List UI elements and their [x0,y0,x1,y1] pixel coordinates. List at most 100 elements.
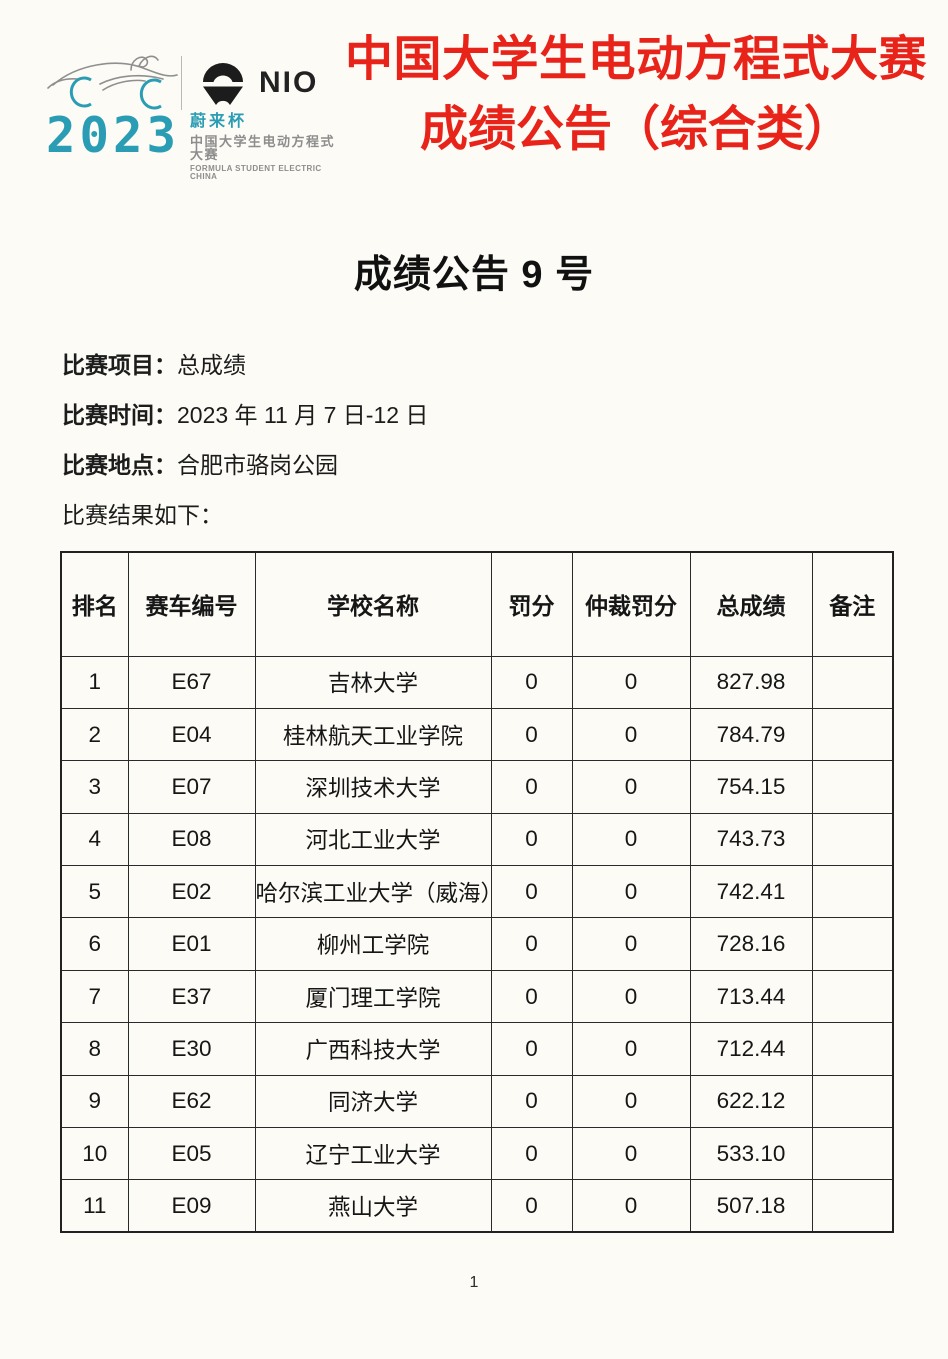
table-cell: E67 [127,655,256,709]
table-cell: 533.10 [689,1127,813,1181]
logo-series-cn: 中国大学生电动方程式大赛 [190,134,336,162]
table-cell: 0 [571,1127,691,1181]
table-cell: 4 [60,812,129,867]
table-cell: 728.16 [689,917,813,971]
table-cell: 0 [490,1022,573,1076]
document-title-line2: 成绩公告（综合类） [419,103,852,156]
event-logo-block: NIO 2023 蔚来杯 中国大学生电动方程式大赛 FORMULA STUDEN… [45,30,345,181]
table-cell: 754.15 [689,760,813,814]
info-value: 2023 年 11 月 7 日-12 日 [177,402,429,428]
table-cell: 同济大学 [254,1074,492,1129]
table-cell: 9 [60,1074,129,1129]
table-cell: 0 [571,812,691,867]
info-value: 合肥市骆岗公园 [177,452,338,478]
table-cell: 10 [60,1127,129,1181]
table-cell: 5 [60,865,129,919]
info-label: 比赛项目： [62,352,177,378]
info-line-location: 比赛地点：合肥市骆岗公园 [62,446,428,496]
table-row: 4 E08 河北工业大学 0 0 743.73 [60,812,894,867]
column-header: 总成绩 [689,551,813,657]
table-cell: E08 [127,812,256,867]
nio-logo: NIO [197,58,318,108]
document-title-line1: 中国大学生电动方程式大赛 [344,33,927,86]
logo-text-lines: 蔚来杯 中国大学生电动方程式大赛 FORMULA STUDENT ELECTRI… [190,114,345,181]
table-cell: 7 [60,969,129,1024]
table-cell: 吉林大学 [254,655,492,709]
table-row: 1 E67 吉林大学 0 0 827.98 [60,655,894,709]
logo-series-en: FORMULA STUDENT ELECTRIC CHINA [190,164,322,181]
table-row: 5 E02 哈尔滨工业大学（威海） 0 0 742.41 [60,865,894,919]
table-row: 6 E01 柳州工学院 0 0 728.16 [60,917,894,971]
table-cell [811,1179,894,1233]
column-header: 罚分 [490,551,573,657]
table-cell: 0 [571,1022,691,1076]
bulletin-heading: 成绩公告 9 号 [353,254,595,296]
table-cell: 0 [490,1074,573,1129]
table-cell [811,865,894,919]
table-cell: 哈尔滨工业大学（威海） [254,865,492,919]
table-row: 3 E07 深圳技术大学 0 0 754.15 [60,760,894,814]
table-row: 8 E30 广西科技大学 0 0 712.44 [60,1022,894,1076]
table-cell: 0 [571,1179,691,1233]
table-cell: E01 [127,917,256,971]
table-cell [811,1074,894,1129]
table-row: 2 E04 桂林航天工业学院 0 0 784.79 [60,707,894,762]
table-cell [811,1127,894,1181]
table-row: 9 E62 同济大学 0 0 622.12 [60,1074,894,1129]
table-cell: 桂林航天工业学院 [254,707,492,762]
table-cell: 507.18 [689,1179,813,1233]
table-cell [811,1022,894,1076]
table-cell [811,760,894,814]
table-cell: 8 [60,1022,129,1076]
table-cell: 11 [60,1179,129,1233]
results-intro: 比赛结果如下： [62,502,223,528]
table-cell: 6 [60,917,129,971]
table-cell: 0 [490,917,573,971]
table-row: 7 E37 厦门理工学院 0 0 713.44 [60,969,894,1024]
results-table: 排名 赛车编号 学校名称 罚分 仲裁罚分 总成绩 备注 1 E67 吉林大学 0 0 827.98 2 E… [60,551,894,1234]
info-value: 总成绩 [177,352,246,378]
table-cell [811,917,894,971]
info-label: 比赛地点： [62,452,177,478]
table-cell: E05 [127,1127,256,1181]
page-number: 1 [469,1274,479,1291]
table-cell: 0 [490,1127,573,1181]
table-cell: E07 [127,760,256,814]
column-header: 仲裁罚分 [571,551,691,657]
table-row: 10 E05 辽宁工业大学 0 0 533.10 [60,1127,894,1181]
table-cell: 辽宁工业大学 [254,1127,492,1181]
table-cell [811,707,894,762]
table-cell: 1 [60,655,129,709]
table-cell: E02 [127,865,256,919]
table-cell: 0 [571,760,691,814]
table-cell: 2 [60,707,129,762]
table-cell: 0 [571,655,691,709]
table-cell: 622.12 [689,1074,813,1129]
logo-cup-label: 蔚来杯 [190,113,248,130]
table-cell: 0 [490,707,573,762]
column-header: 学校名称 [254,551,492,657]
table-cell: E04 [127,707,256,762]
table-cell: 713.44 [689,969,813,1024]
table-cell: 燕山大学 [254,1179,492,1233]
table-cell: 743.73 [689,812,813,867]
table-cell: 712.44 [689,1022,813,1076]
table-cell [811,969,894,1024]
table-cell: 0 [571,917,691,971]
table-cell: 3 [60,760,129,814]
info-label: 比赛时间： [62,402,177,428]
info-line-time: 比赛时间：2023 年 11 月 7 日-12 日 [62,396,428,446]
logo-year: 2023 [46,107,181,164]
table-cell: 深圳技术大学 [254,760,492,814]
table-cell: 柳州工学院 [254,917,492,971]
logo-divider [181,56,182,110]
table-cell: 0 [571,1074,691,1129]
info-block: 比赛项目：总成绩 比赛时间：2023 年 11 月 7 日-12 日 比赛地点：… [62,346,428,546]
table-cell: 0 [571,707,691,762]
column-header: 备注 [811,551,894,657]
table-cell: 0 [571,865,691,919]
table-cell: 0 [571,969,691,1024]
table-header-row: 排名 赛车编号 学校名称 罚分 仲裁罚分 总成绩 备注 [60,551,894,657]
nio-wordmark: NIO [259,66,319,99]
